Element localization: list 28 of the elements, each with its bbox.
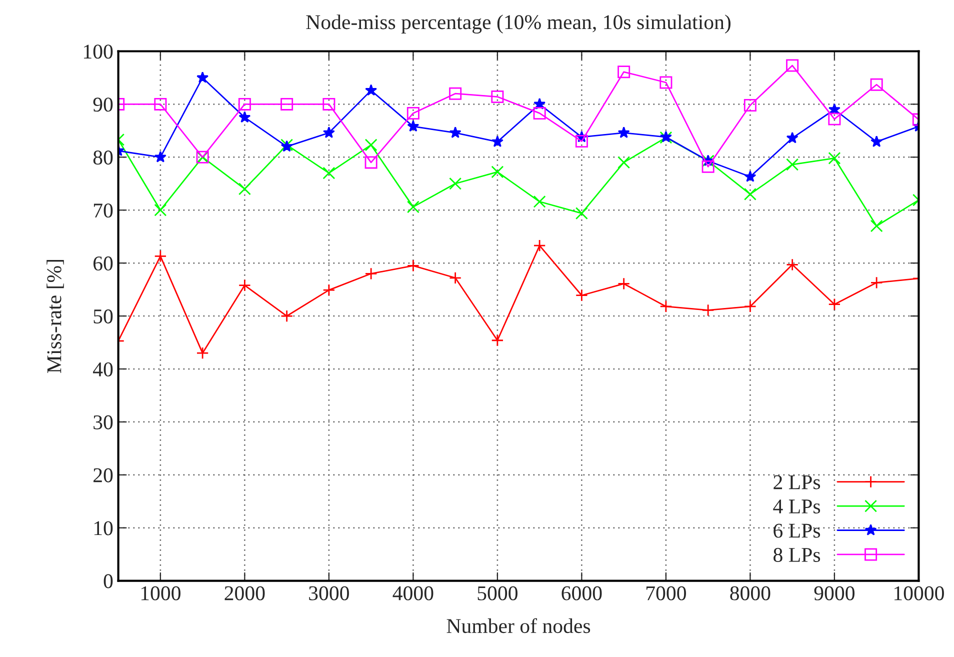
- legend-label: 8 LPs: [774, 548, 820, 562]
- x-tick-label: 7000: [646, 586, 686, 600]
- y-tick-label: 30: [94, 415, 113, 430]
- y-tick-label: 0: [104, 574, 113, 588]
- x-tick-label: 5000: [478, 586, 518, 600]
- x-axis-title: Number of nodes: [446, 618, 590, 634]
- y-tick-label: 40: [93, 362, 113, 376]
- x-tick-label: 9000: [814, 586, 854, 600]
- y-tick-label: 90: [93, 98, 113, 112]
- y-tick-label: 10: [94, 521, 113, 536]
- chart-title: Node-miss percentage (10% mean, 10s simulation): [306, 14, 730, 34]
- x-tick-label: 3000: [309, 586, 349, 600]
- x-tick-label: 4000: [392, 586, 434, 600]
- x-tick-label: 2000: [224, 586, 265, 600]
- x-tick-label: 8000: [730, 586, 770, 600]
- legend-label: 4 LPs: [773, 500, 820, 514]
- y-tick-label: 50: [94, 309, 113, 324]
- x-tick-label: 1000: [141, 586, 180, 600]
- legend-label: 2 LPs: [774, 475, 820, 490]
- x-tick-label: 10000: [894, 586, 944, 600]
- y-tick-label: 100: [84, 44, 113, 59]
- y-tick-label: 80: [93, 150, 113, 165]
- y-tick-label: 70: [94, 203, 113, 218]
- y-tick-label: 60: [93, 256, 113, 270]
- y-tick-label: 20: [94, 468, 113, 482]
- x-tick-label: 6000: [562, 586, 602, 600]
- legend-label: 6 LPs: [774, 524, 820, 538]
- y-axis-title: Miss-rate [%]: [46, 260, 64, 373]
